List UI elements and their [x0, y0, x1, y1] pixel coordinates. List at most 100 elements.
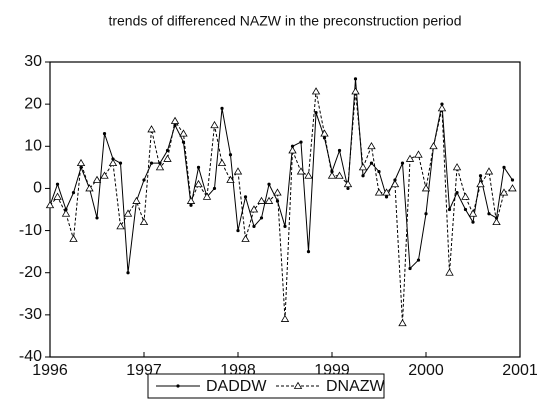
data-point — [45, 200, 55, 209]
data-point — [461, 192, 470, 200]
data-point — [179, 129, 188, 137]
data-point — [408, 266, 412, 271]
data-point — [165, 148, 170, 153]
data-point — [414, 150, 423, 158]
data-point — [508, 184, 517, 192]
data-point — [374, 188, 384, 196]
data-point — [202, 192, 212, 200]
data-point — [377, 169, 381, 174]
data-point — [92, 175, 102, 183]
data-point — [149, 161, 154, 165]
data-point — [226, 175, 235, 183]
data-point — [76, 158, 86, 167]
data-point — [189, 203, 193, 207]
data-point — [100, 171, 109, 179]
data-point — [233, 167, 243, 175]
data-point — [304, 171, 313, 179]
series-line — [49, 91, 513, 324]
data-point — [241, 234, 250, 242]
data-point — [416, 258, 421, 262]
data-point — [61, 209, 71, 217]
data-point — [108, 158, 118, 167]
data-point — [445, 268, 454, 276]
data-point — [55, 182, 60, 186]
data-point — [123, 209, 133, 217]
data-point — [405, 154, 415, 162]
data-point — [390, 179, 400, 188]
data-point — [314, 110, 318, 115]
data-point — [384, 195, 389, 199]
data-point — [116, 222, 125, 230]
data-point — [249, 205, 259, 213]
x-tick-label: 2000 — [408, 362, 444, 379]
data-point — [132, 196, 141, 204]
data-point — [139, 217, 149, 226]
data-point — [447, 207, 452, 212]
data-point — [492, 217, 501, 226]
data-point — [421, 184, 431, 192]
data-point — [118, 161, 123, 165]
data-point — [53, 192, 62, 200]
legend-marker — [176, 384, 180, 388]
data-point — [170, 116, 180, 124]
data-point — [220, 106, 224, 110]
data-point — [429, 141, 438, 150]
y-tick-label: -20 — [19, 264, 42, 281]
legend-label: DADDW — [206, 378, 267, 395]
y-tick-label: 10 — [24, 138, 42, 155]
data-point — [343, 179, 353, 188]
data-point — [236, 228, 240, 233]
data-point — [346, 186, 350, 191]
data-point — [476, 179, 485, 188]
data-point — [320, 129, 329, 137]
legend-marker — [293, 381, 303, 389]
chart-title: trends of differenced NAZW in the precon… — [108, 13, 461, 29]
data-point — [478, 174, 483, 178]
y-tick-label: 0 — [33, 180, 42, 197]
data-point — [283, 224, 287, 228]
data-point — [69, 234, 78, 242]
data-point — [471, 220, 475, 224]
data-point — [452, 163, 462, 171]
data-point — [147, 125, 156, 133]
data-point — [102, 132, 107, 136]
data-point — [210, 120, 219, 129]
data-point — [273, 188, 282, 196]
data-point — [400, 161, 405, 165]
data-point — [353, 77, 358, 81]
data-point — [361, 174, 365, 178]
data-point — [484, 167, 494, 175]
data-point — [264, 196, 274, 204]
data-point — [424, 212, 428, 216]
data-point — [71, 191, 76, 195]
data-point — [296, 167, 306, 175]
y-tick-label: 20 — [24, 95, 42, 112]
data-point — [306, 250, 311, 254]
data-point — [351, 87, 360, 95]
data-point — [212, 186, 217, 191]
data-point — [299, 140, 303, 144]
data-point — [499, 188, 509, 196]
plot-frame — [49, 61, 521, 358]
y-tick-label: -40 — [19, 348, 42, 365]
data-point — [327, 171, 337, 179]
data-point — [196, 165, 201, 169]
data-point — [463, 207, 468, 212]
data-point — [194, 179, 203, 188]
data-point — [382, 188, 391, 196]
data-point — [280, 314, 290, 322]
data-point — [468, 209, 478, 217]
y-tick-label: -30 — [19, 306, 42, 323]
data-point — [217, 158, 227, 167]
data-point — [155, 163, 165, 171]
data-point — [252, 224, 256, 228]
data-point — [163, 154, 172, 162]
x-tick-label: 2001 — [502, 362, 538, 379]
data-point — [367, 141, 376, 150]
data-point — [95, 216, 99, 220]
data-point — [186, 196, 196, 204]
data-point — [502, 165, 506, 169]
data-point — [369, 161, 374, 165]
